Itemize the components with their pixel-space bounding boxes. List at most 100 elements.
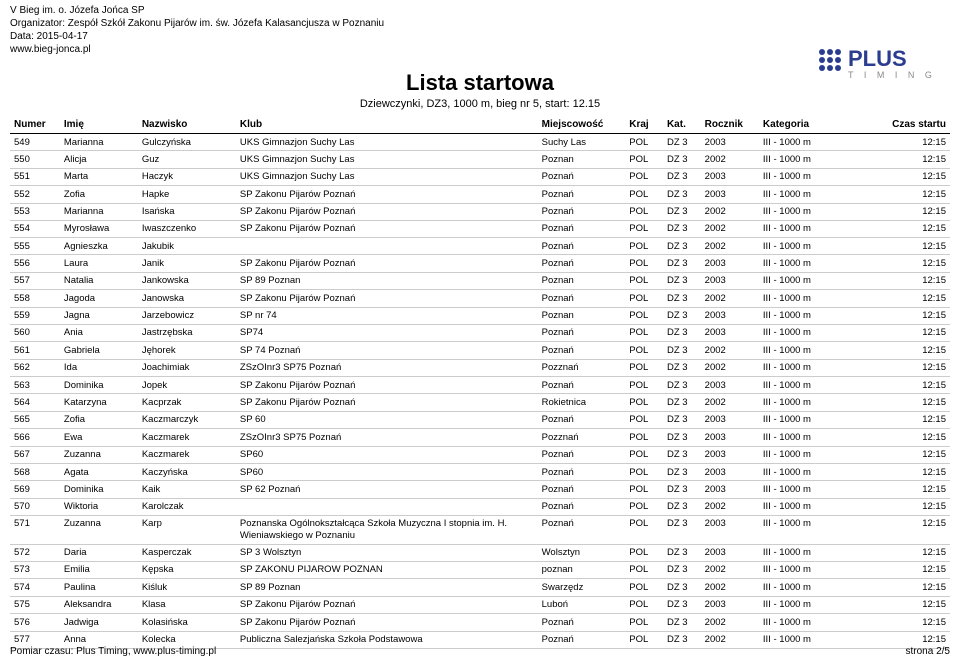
table-row: 556LauraJanikSP Zakonu Pijarów PoznańPoz… bbox=[10, 255, 950, 272]
cell: 2002 bbox=[701, 238, 759, 255]
cell: 12:15 bbox=[872, 134, 950, 151]
cell: poznan bbox=[538, 561, 626, 578]
cell: Daria bbox=[60, 544, 138, 561]
cell: 558 bbox=[10, 290, 60, 307]
table-row: 572DariaKasperczakSP 3 WolsztynWolsztynP… bbox=[10, 544, 950, 561]
cell: POL bbox=[625, 255, 663, 272]
footer-right: strona 2/5 bbox=[906, 646, 950, 657]
cell: DZ 3 bbox=[663, 515, 701, 544]
cell: 2003 bbox=[701, 411, 759, 428]
cell: POL bbox=[625, 394, 663, 411]
cell: Kolasińska bbox=[138, 614, 236, 631]
cell: 12:15 bbox=[872, 544, 950, 561]
table-row: 561GabrielaJęhorekSP 74 PoznańPoznańPOLD… bbox=[10, 342, 950, 359]
cell: Aleksandra bbox=[60, 596, 138, 613]
col-kat: Kat. bbox=[663, 116, 701, 134]
cell: III - 1000 m bbox=[759, 272, 872, 289]
cell: Swarzędz bbox=[538, 579, 626, 596]
cell: Pozznań bbox=[538, 359, 626, 376]
cell: 2003 bbox=[701, 272, 759, 289]
cell: 12:15 bbox=[872, 359, 950, 376]
cell: Karp bbox=[138, 515, 236, 544]
cell: DZ 3 bbox=[663, 220, 701, 237]
cell: 2003 bbox=[701, 464, 759, 481]
table-body: 549MariannaGulczyńskaUKS Gimnazjon Suchy… bbox=[10, 134, 950, 649]
cell: DZ 3 bbox=[663, 290, 701, 307]
col-czas: Czas startu bbox=[872, 116, 950, 134]
cell: 12:15 bbox=[872, 464, 950, 481]
cell: 569 bbox=[10, 481, 60, 498]
cell: SP nr 74 bbox=[236, 307, 538, 324]
cell: 12:15 bbox=[872, 168, 950, 185]
cell: Poznań bbox=[538, 168, 626, 185]
cell: POL bbox=[625, 134, 663, 151]
cell: 565 bbox=[10, 411, 60, 428]
cell: SP Zakonu Pijarów Poznań bbox=[236, 203, 538, 220]
cell: Kaik bbox=[138, 481, 236, 498]
cell: Agata bbox=[60, 464, 138, 481]
cell: 12:15 bbox=[872, 561, 950, 578]
cell: III - 1000 m bbox=[759, 203, 872, 220]
cell: DZ 3 bbox=[663, 596, 701, 613]
table-row: 557NataliaJankowskaSP 89 PoznanPoznanPOL… bbox=[10, 272, 950, 289]
cell: DZ 3 bbox=[663, 272, 701, 289]
table-row: 550AlicjaGuzUKS Gimnazjon Suchy LasPozna… bbox=[10, 151, 950, 168]
cell: Poznań bbox=[538, 498, 626, 515]
cell: 551 bbox=[10, 168, 60, 185]
cell: 2002 bbox=[701, 561, 759, 578]
table-row: 566EwaKaczmarekZSzOInr3 SP75 PoznańPozzn… bbox=[10, 429, 950, 446]
cell: DZ 3 bbox=[663, 307, 701, 324]
cell: 2002 bbox=[701, 394, 759, 411]
plus-timing-logo: PLUS T I M I N G bbox=[816, 42, 946, 82]
table-row: 553MariannaIsańskaSP Zakonu Pijarów Pozn… bbox=[10, 203, 950, 220]
logo-text-top: PLUS bbox=[848, 46, 907, 71]
cell: III - 1000 m bbox=[759, 324, 872, 341]
cell: 12:15 bbox=[872, 203, 950, 220]
cell: 568 bbox=[10, 464, 60, 481]
cell: Wiktoria bbox=[60, 498, 138, 515]
cell: Zuzanna bbox=[60, 515, 138, 544]
table-row: 570WiktoriaKarolczakPoznańPOLDZ 32002III… bbox=[10, 498, 950, 515]
cell: UKS Gimnazjon Suchy Las bbox=[236, 134, 538, 151]
cell: Poznan bbox=[538, 151, 626, 168]
cell: Kaczmarczyk bbox=[138, 411, 236, 428]
cell: DZ 3 bbox=[663, 186, 701, 203]
website: www.bieg-jonca.pl bbox=[10, 43, 384, 56]
organizer: Organizator: Zespół Szkół Zakonu Pijarów… bbox=[10, 17, 384, 30]
cell: POL bbox=[625, 596, 663, 613]
cell: SP74 bbox=[236, 324, 538, 341]
cell: Agnieszka bbox=[60, 238, 138, 255]
cell: Jagna bbox=[60, 307, 138, 324]
cell: UKS Gimnazjon Suchy Las bbox=[236, 151, 538, 168]
cell: POL bbox=[625, 238, 663, 255]
cell: SP 60 bbox=[236, 411, 538, 428]
cell: Alicja bbox=[60, 151, 138, 168]
cell: 12:15 bbox=[872, 220, 950, 237]
cell: Suchy Las bbox=[538, 134, 626, 151]
cell: 2003 bbox=[701, 134, 759, 151]
cell: Kaczyńska bbox=[138, 464, 236, 481]
cell: DZ 3 bbox=[663, 498, 701, 515]
cell: 552 bbox=[10, 186, 60, 203]
cell: III - 1000 m bbox=[759, 134, 872, 151]
cell: Iwaszczenko bbox=[138, 220, 236, 237]
cell: III - 1000 m bbox=[759, 394, 872, 411]
cell: 2003 bbox=[701, 324, 759, 341]
cell: III - 1000 m bbox=[759, 342, 872, 359]
cell: 2002 bbox=[701, 220, 759, 237]
cell: 567 bbox=[10, 446, 60, 463]
cell: DZ 3 bbox=[663, 134, 701, 151]
cell: Jagoda bbox=[60, 290, 138, 307]
cell: Poznań bbox=[538, 464, 626, 481]
cell: POL bbox=[625, 464, 663, 481]
cell: Poznań bbox=[538, 614, 626, 631]
cell: DZ 3 bbox=[663, 481, 701, 498]
cell: SP Zakonu Pijarów Poznań bbox=[236, 377, 538, 394]
cell: Poznań bbox=[538, 203, 626, 220]
cell: III - 1000 m bbox=[759, 614, 872, 631]
cell: 571 bbox=[10, 515, 60, 544]
cell: Poznan bbox=[538, 272, 626, 289]
cell: POL bbox=[625, 359, 663, 376]
cell: POL bbox=[625, 579, 663, 596]
event-name: V Bieg im. o. Józefa Jońca SP bbox=[10, 4, 384, 17]
